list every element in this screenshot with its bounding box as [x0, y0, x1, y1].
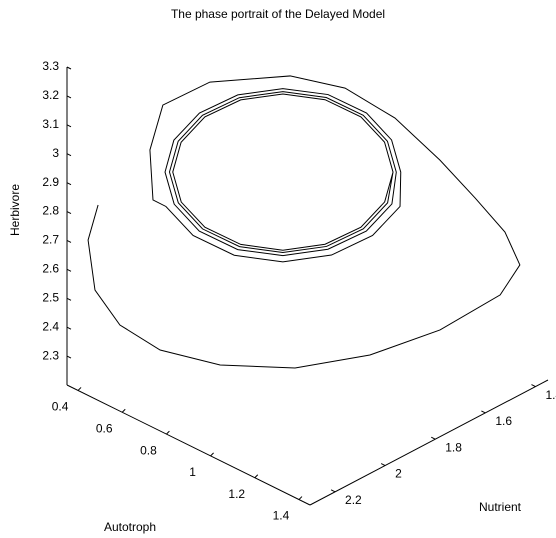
z-tick-label: 3.2 [42, 88, 59, 102]
x-tick [166, 430, 170, 435]
x-tick-label: 1.2 [228, 487, 245, 501]
x-axis-label: Autotroph [104, 520, 156, 534]
y-tick-label: 1.6 [495, 414, 512, 428]
z-tick [66, 211, 72, 214]
y-tick [380, 463, 386, 466]
z-tick [66, 297, 72, 301]
y-tick-label: 2.2 [345, 493, 362, 507]
z-tick [66, 268, 72, 272]
y-tick-label: 1.8 [445, 440, 462, 454]
x-tick-label: 0.6 [96, 421, 113, 435]
x-tick [121, 408, 126, 413]
z-tick [66, 182, 72, 186]
z-tick [66, 240, 72, 243]
y-tick [531, 384, 536, 388]
y-tick [330, 489, 336, 493]
x-tick-label: 0.8 [140, 443, 157, 457]
z-tick-label: 2.8 [42, 204, 59, 218]
y-tick [431, 436, 436, 440]
z-tick-label: 2.9 [42, 175, 59, 189]
z-tick-label: 3 [52, 146, 59, 160]
z-tick-label: 2.4 [42, 319, 59, 333]
y-axis [309, 379, 549, 506]
x-tick [254, 474, 259, 479]
x-axis [66, 384, 311, 506]
x-tick-label: 1 [189, 465, 196, 479]
trajectory [87, 75, 521, 369]
z-tick-label: 2.3 [42, 348, 59, 362]
z-axis-label: Herbivore [8, 184, 22, 236]
x-tick [298, 496, 303, 500]
z-tick [66, 153, 72, 157]
z-tick-label: 2.6 [42, 262, 59, 276]
y-tick-label: 1.4 [545, 388, 556, 402]
z-tick [66, 355, 72, 359]
y-tick [481, 410, 486, 414]
z-tick [66, 326, 72, 330]
chart-title: The phase portrait of the Delayed Model [171, 7, 385, 21]
z-tick-label: 3.3 [42, 59, 59, 73]
x-tick [210, 452, 214, 457]
y-axis-label: Nutrient [479, 500, 522, 514]
z-tick-label: 2.5 [42, 290, 59, 304]
x-tick-label: 1.4 [273, 509, 290, 523]
x-tick [77, 387, 82, 391]
z-tick [66, 66, 72, 70]
z-tick-label: 2.7 [42, 233, 59, 247]
z-tick [66, 95, 72, 99]
y-tick-label: 2 [395, 467, 402, 481]
x-tick-label: 0.4 [52, 400, 69, 414]
z-tick-label: 3.1 [42, 117, 59, 131]
z-tick [66, 124, 72, 128]
